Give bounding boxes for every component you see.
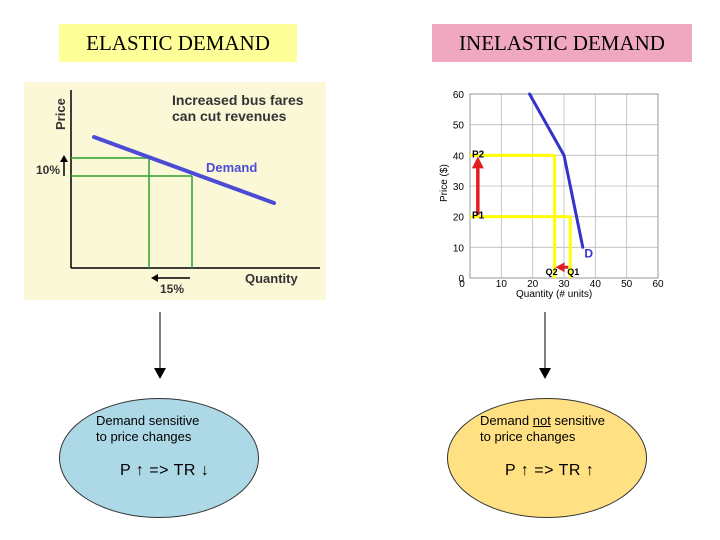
elastic-summary-text: Demand sensitive to price changes [96, 413, 199, 445]
x-tick-label: 50 [621, 279, 633, 290]
q2-label: Q2 [546, 267, 558, 277]
elastic-summary-line2: to price changes [96, 429, 192, 444]
inelastic-demand-title: INELASTIC DEMAND [432, 24, 692, 62]
y-tick-label: 0 [458, 274, 464, 285]
plot-frame [469, 93, 659, 279]
elastic-y-axis-label: Price [53, 98, 68, 130]
inelastic-summary-post: sensitive [550, 413, 606, 428]
elastic-headline-line1: Increased bus fares [172, 92, 304, 108]
price-increase-arrowhead [471, 156, 484, 169]
elastic-summary-line1: Demand sensitive [96, 413, 200, 428]
elastic-down-arrow [154, 312, 166, 379]
x-tick-label: 60 [652, 279, 664, 290]
y-tick-label: 50 [453, 121, 465, 132]
elastic-demand-title: ELASTIC DEMAND [59, 24, 297, 62]
elastic-demand-diagram: Increased bus fares can cut revenues Dem… [24, 82, 326, 300]
elastic-x-axis-label: Quantity [245, 271, 298, 286]
y-tick-label: 10 [453, 243, 465, 254]
x-tick-label: 10 [496, 279, 508, 290]
elastic-headline-line2: can cut revenues [172, 108, 287, 124]
p1-label: P1 [472, 211, 485, 222]
elastic-formula: P ↑ => TR ↓ [120, 462, 210, 479]
y-tick-label: 40 [453, 151, 465, 162]
inelastic-demand-chart: 0 10 20 30 40 50 60 10 20 30 40 50 60 0 Price ($) Qua… [424, 82, 664, 304]
inelastic-demand-curve [528, 92, 585, 249]
inelastic-summary-not: not [532, 413, 551, 428]
inelastic-summary-pre: Demand [480, 413, 533, 428]
inelastic-formula: P ↑ => TR ↑ [505, 462, 595, 479]
x-tick-label: 0 [459, 279, 465, 290]
inelastic-summary-line1: Demand not sensitive [480, 413, 605, 429]
p2-label: P2 [472, 149, 485, 160]
demand-curve-label: D [584, 246, 593, 260]
x-tick-label: 40 [590, 279, 602, 290]
x-tick-label: 30 [558, 279, 570, 290]
elastic-summary-ellipse [59, 398, 259, 518]
y-tick-label: 30 [453, 182, 465, 193]
inelastic-summary-ellipse [447, 398, 647, 518]
price-change-label: 10% [36, 163, 60, 177]
x-tick-label: 20 [527, 279, 539, 290]
y-tick-label: 60 [453, 90, 465, 101]
q1-label: Q1 [567, 267, 579, 277]
y-tick-label: 20 [453, 213, 465, 224]
elastic-curve-label: Demand [206, 160, 257, 175]
elastic-demand-curve [92, 135, 276, 205]
quantity-change-label: 15% [160, 282, 184, 296]
inelastic-y-axis-label: Price ($) [439, 164, 450, 202]
inelastic-x-axis-label: Quantity (# units) [516, 289, 592, 300]
inelastic-down-arrow [539, 312, 551, 379]
elastic-guide-lines [71, 157, 193, 268]
inelastic-summary-line2: to price changes [480, 429, 576, 444]
quantity-decrease-arrowhead [555, 262, 565, 273]
inelastic-summary-text: Demand not sensitive to price changes [480, 413, 605, 445]
